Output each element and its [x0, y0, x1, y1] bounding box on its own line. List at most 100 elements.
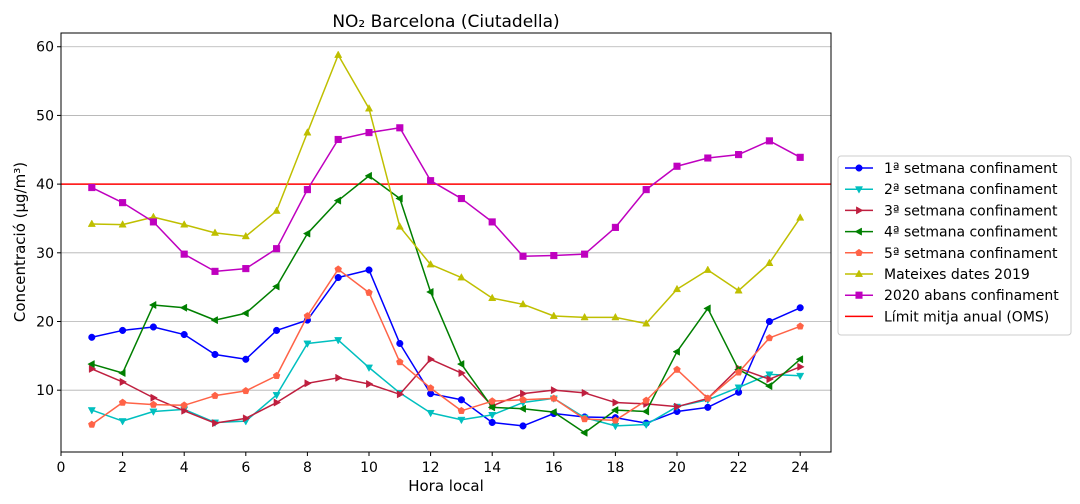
data-point: [334, 50, 343, 58]
plot-frame: [60, 32, 832, 453]
data-point: [396, 124, 404, 132]
data-point: [855, 164, 863, 172]
data-point: [272, 206, 281, 214]
data-point: [704, 403, 712, 411]
y-tick-label: 10: [36, 383, 54, 399]
data-point: [180, 250, 188, 258]
data-point: [487, 403, 496, 412]
data-point: [674, 402, 682, 411]
data-point: [550, 386, 559, 395]
data-point: [488, 412, 497, 420]
data-point: [488, 418, 496, 427]
legend-label: 3ª setmana confinament: [884, 203, 1058, 219]
data-point: [118, 368, 126, 378]
data-point: [519, 252, 527, 260]
data-point: [672, 347, 680, 356]
data-point: [211, 391, 219, 399]
data-point: [580, 312, 589, 321]
legend-label: 2ª setmana confinament: [884, 182, 1058, 198]
data-point: [426, 287, 434, 297]
legend-label: 2020 abans confinament: [884, 288, 1059, 304]
data-point: [457, 416, 466, 425]
data-point: [364, 171, 372, 180]
legend-label: 1ª setmana confinament: [884, 161, 1058, 177]
data-point: [119, 377, 128, 386]
x-tick-label: 14: [483, 460, 501, 476]
series-1: [88, 266, 804, 430]
data-point: [796, 304, 804, 312]
y-axis-title-text: Concentració (µg/m³): [11, 162, 29, 322]
series-line: [91, 175, 801, 434]
data-point: [242, 386, 250, 395]
data-point: [519, 395, 527, 403]
data-point: [304, 379, 312, 388]
data-point: [210, 228, 220, 236]
data-point: [580, 428, 588, 437]
data-point: [149, 400, 158, 408]
x-tick-label: 10: [360, 460, 378, 476]
data-point: [766, 375, 774, 384]
data-point: [118, 398, 127, 406]
data-point: [272, 282, 280, 291]
data-point: [734, 286, 743, 294]
series-line: [91, 339, 801, 427]
data-point: [334, 135, 342, 144]
data-point: [611, 312, 620, 321]
data-point: [302, 229, 311, 238]
data-point: [765, 334, 774, 342]
data-point: [580, 415, 589, 423]
data-point: [734, 384, 743, 392]
data-point: [87, 360, 95, 369]
data-point: [396, 390, 405, 399]
data-point: [365, 288, 373, 296]
data-point: [673, 365, 681, 373]
data-point: [242, 265, 250, 273]
data-point: [854, 269, 864, 277]
data-point: [335, 373, 343, 382]
x-tick-label: 12: [422, 460, 440, 476]
y-tick-label: 40: [36, 177, 54, 193]
x-tick-label: 4: [180, 460, 189, 476]
data-point: [611, 423, 620, 431]
series-line: [91, 269, 801, 427]
data-point: [149, 323, 157, 331]
data-point: [457, 406, 466, 414]
data-point: [518, 404, 526, 413]
y-tick-label: 60: [36, 40, 54, 56]
data-point: [764, 382, 773, 391]
series-4: [87, 171, 804, 437]
data-point: [610, 406, 619, 415]
x-axis: 0 2 4 6 8 10 12 14 16 18 20 22 24: [57, 452, 809, 476]
series-line: [91, 127, 801, 273]
data-point: [87, 407, 96, 415]
data-point: [796, 213, 805, 221]
data-point: [426, 384, 435, 392]
data-point: [180, 220, 189, 228]
data-point: [241, 309, 249, 318]
data-point: [703, 304, 711, 313]
legend-item: 4ª setmana confinament: [845, 225, 1058, 241]
series-line: [91, 358, 801, 424]
data-point: [703, 265, 712, 273]
data-point: [273, 245, 281, 253]
data-point: [581, 250, 589, 258]
data-point: [149, 218, 157, 226]
x-tick-label: 0: [57, 460, 66, 476]
series-5: [88, 265, 804, 428]
data-point: [119, 199, 127, 207]
data-point: [210, 316, 218, 325]
data-point: [457, 194, 465, 203]
series-line: [91, 54, 801, 325]
legend-item: Límit mitja anual (OMS): [845, 309, 1049, 325]
data-point: [550, 252, 558, 260]
data-point: [334, 337, 343, 345]
data-point: [365, 266, 373, 274]
data-point: [149, 408, 158, 416]
data-point: [765, 137, 773, 145]
data-point: [88, 183, 96, 192]
data-point: [211, 267, 219, 275]
data-point: [150, 393, 158, 402]
data-point: [519, 422, 527, 430]
series-line: [91, 268, 801, 426]
series-layer: [87, 50, 805, 437]
